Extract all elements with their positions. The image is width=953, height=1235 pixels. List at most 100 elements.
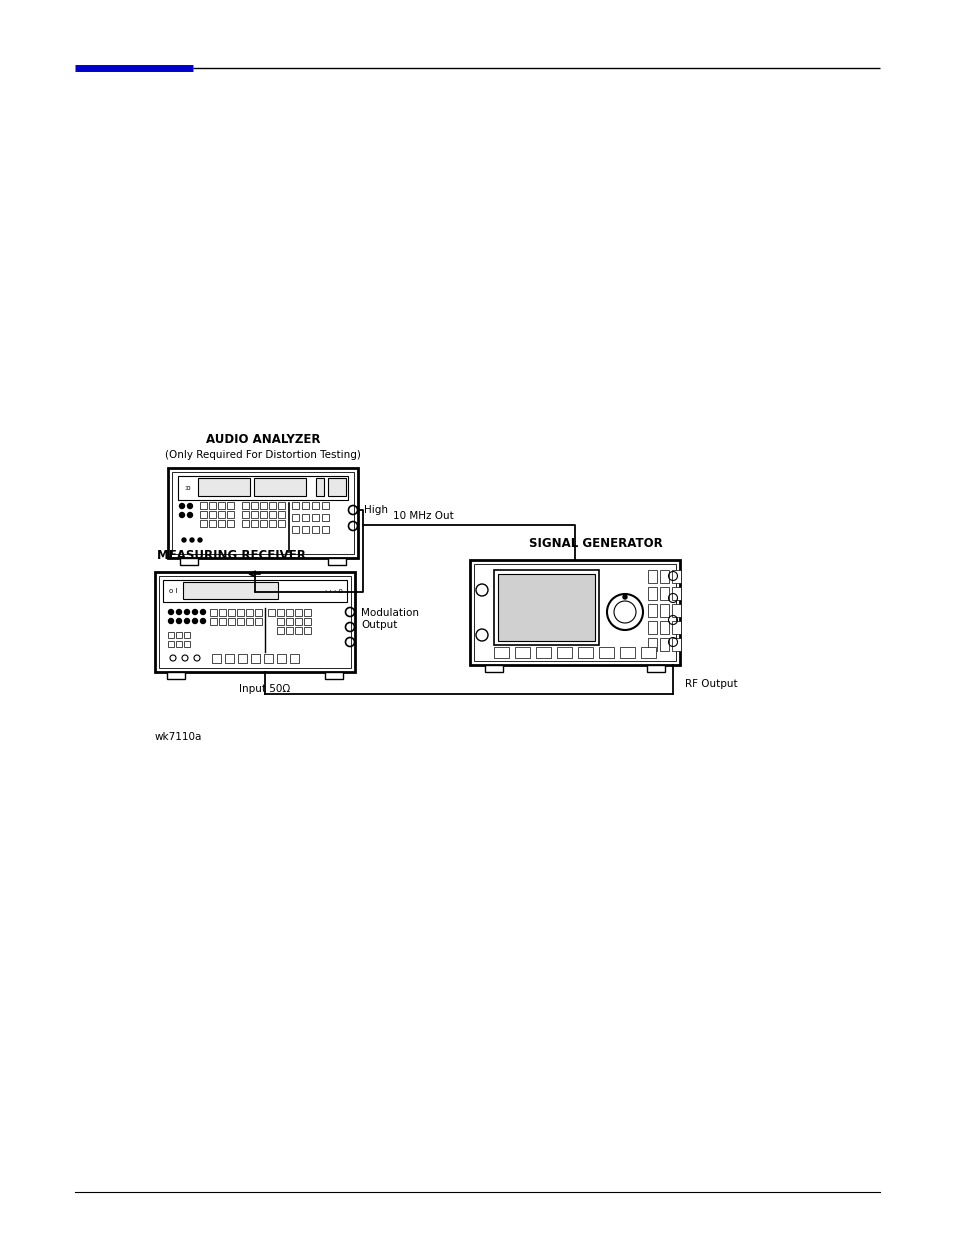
Text: MEASURING RECEIVER: MEASURING RECEIVER xyxy=(157,550,306,562)
Bar xyxy=(647,604,657,618)
Bar xyxy=(265,608,266,653)
Bar xyxy=(290,655,298,663)
Bar xyxy=(198,478,250,496)
Bar xyxy=(227,520,233,527)
Bar xyxy=(659,638,668,651)
Bar xyxy=(494,647,509,658)
Bar xyxy=(269,511,275,517)
Bar xyxy=(168,468,357,558)
Bar xyxy=(180,558,198,564)
Bar xyxy=(212,655,221,663)
Circle shape xyxy=(193,610,197,615)
Text: High: High xyxy=(364,505,388,515)
Bar xyxy=(294,609,302,616)
Bar xyxy=(474,564,676,661)
Bar xyxy=(218,520,225,527)
Circle shape xyxy=(200,619,205,624)
Bar xyxy=(328,478,346,496)
Bar xyxy=(276,609,284,616)
Bar xyxy=(292,501,298,509)
Bar xyxy=(671,571,680,583)
Bar xyxy=(242,511,249,517)
Bar xyxy=(302,501,309,509)
Text: (Only Required For Distortion Testing): (Only Required For Distortion Testing) xyxy=(165,450,360,459)
Text: wk7110a: wk7110a xyxy=(154,732,202,742)
Bar xyxy=(322,514,329,521)
Bar xyxy=(200,520,207,527)
Circle shape xyxy=(179,513,184,517)
Bar xyxy=(209,520,215,527)
Circle shape xyxy=(622,595,626,599)
Circle shape xyxy=(190,538,193,542)
Bar xyxy=(242,520,249,527)
Bar xyxy=(304,627,311,634)
Bar xyxy=(246,618,253,625)
Text: Input 50Ω: Input 50Ω xyxy=(239,684,291,694)
Bar xyxy=(260,511,267,517)
Bar xyxy=(228,618,234,625)
Bar xyxy=(671,638,680,651)
Bar xyxy=(302,514,309,521)
Bar xyxy=(209,511,215,517)
Bar xyxy=(242,501,249,509)
Circle shape xyxy=(193,619,197,624)
Bar xyxy=(276,655,286,663)
Bar xyxy=(671,604,680,618)
Bar xyxy=(484,664,502,672)
Bar xyxy=(218,511,225,517)
Bar xyxy=(175,641,182,647)
Bar xyxy=(515,647,530,658)
Text: o I: o I xyxy=(169,588,177,594)
Bar xyxy=(659,604,668,618)
Bar xyxy=(277,520,285,527)
Bar xyxy=(254,618,262,625)
Bar xyxy=(269,501,275,509)
Bar xyxy=(200,511,207,517)
Bar xyxy=(286,627,293,634)
Bar xyxy=(237,655,247,663)
Bar xyxy=(598,647,614,658)
Bar xyxy=(325,672,343,679)
Text: RF Output: RF Output xyxy=(684,679,737,689)
Bar xyxy=(292,526,298,534)
Circle shape xyxy=(169,619,173,624)
Bar xyxy=(647,621,657,634)
Bar xyxy=(304,618,311,625)
Bar xyxy=(167,672,185,679)
Bar xyxy=(163,580,347,601)
Bar xyxy=(210,618,216,625)
Bar xyxy=(253,478,306,496)
Bar xyxy=(172,472,354,555)
Bar xyxy=(328,558,346,564)
Bar xyxy=(210,609,216,616)
Circle shape xyxy=(188,513,193,517)
Circle shape xyxy=(200,610,205,615)
Circle shape xyxy=(169,610,173,615)
Text: Modulation
Output: Modulation Output xyxy=(360,608,418,630)
Circle shape xyxy=(176,610,181,615)
Circle shape xyxy=(182,538,186,542)
Bar xyxy=(497,574,595,641)
Bar xyxy=(288,501,289,552)
Bar xyxy=(659,587,668,600)
Bar xyxy=(286,609,293,616)
Bar xyxy=(200,501,207,509)
Bar xyxy=(277,511,285,517)
Bar xyxy=(647,638,657,651)
Bar xyxy=(659,621,668,634)
Bar xyxy=(557,647,572,658)
Bar xyxy=(246,609,253,616)
Bar xyxy=(302,526,309,534)
Bar xyxy=(254,609,262,616)
Bar xyxy=(647,571,657,583)
Bar xyxy=(184,641,190,647)
Bar xyxy=(178,475,348,500)
Bar xyxy=(578,647,593,658)
Bar xyxy=(276,618,284,625)
Bar xyxy=(494,571,598,645)
Circle shape xyxy=(188,504,193,509)
Bar xyxy=(659,571,668,583)
Bar xyxy=(304,609,311,616)
Bar xyxy=(294,618,302,625)
Bar xyxy=(251,520,257,527)
